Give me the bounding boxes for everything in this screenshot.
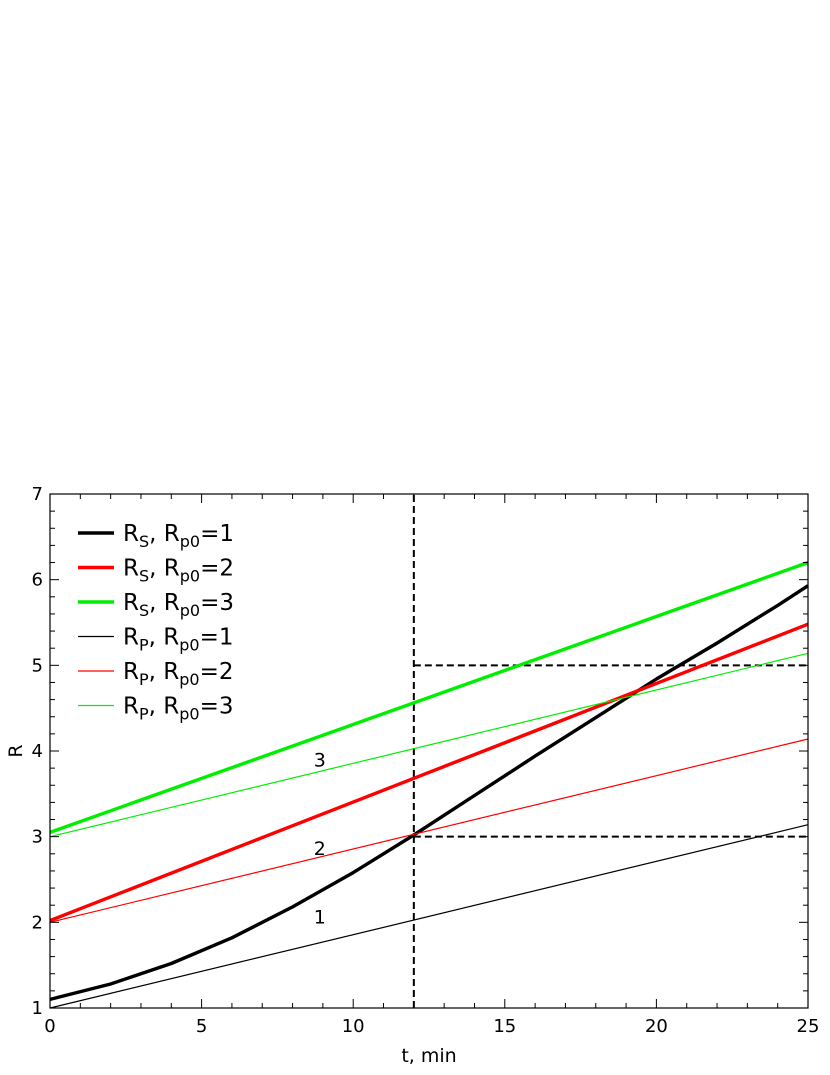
x-tick-label: 5 (196, 1016, 207, 1037)
legend-entry: RS, Rp0=3 (123, 590, 234, 620)
x-tick-label: 25 (797, 1016, 820, 1037)
series-line-3 (49, 824, 809, 1009)
x-tick-label: 20 (645, 1016, 668, 1037)
legend-entry: RP, Rp0=1 (123, 625, 234, 655)
reference-lines (412, 494, 808, 1008)
curve-label: 1 (314, 906, 326, 928)
legend-entry: RP, Rp0=2 (123, 659, 234, 689)
y-tick-label: 6 (32, 570, 43, 591)
y-axis-label: R (5, 744, 27, 757)
series-lines (49, 560, 809, 1009)
y-tick-label: 1 (32, 998, 43, 1019)
series-line-4 (49, 738, 809, 923)
x-tick-label: 15 (493, 1016, 516, 1037)
y-tick-label: 4 (32, 741, 43, 762)
y-tick-label: 3 (32, 827, 43, 848)
legend-entry: RP, Rp0=3 (123, 694, 234, 724)
x-axis-label: t, min (401, 1045, 456, 1067)
legend: RS, Rp0=1 RS, Rp0=2 RS, Rp0=3 RP, Rp0=1 RP, … (78, 521, 234, 724)
y-tick-label: 5 (32, 655, 43, 676)
y-tick-label: 7 (32, 484, 43, 505)
legend-entry: RS, Rp0=2 (123, 556, 234, 586)
series-line-2 (49, 560, 809, 835)
y-tick-label: 2 (32, 912, 43, 933)
curve-annotations: 1 2 3 (314, 750, 326, 929)
x-tick-label: 0 (44, 1016, 55, 1037)
legend-entry: RS, Rp0=1 (123, 521, 234, 551)
x-tick-label: 10 (342, 1016, 365, 1037)
curve-label: 3 (314, 750, 326, 772)
plot-frame (49, 493, 809, 1009)
curve-label: 2 (314, 838, 326, 860)
tick-labels: 0 5 10 15 20 25 1 2 3 4 5 6 7 (32, 484, 820, 1037)
series-line-5 (49, 652, 809, 838)
series-line-0 (49, 584, 809, 1002)
series-line-1 (49, 622, 809, 923)
